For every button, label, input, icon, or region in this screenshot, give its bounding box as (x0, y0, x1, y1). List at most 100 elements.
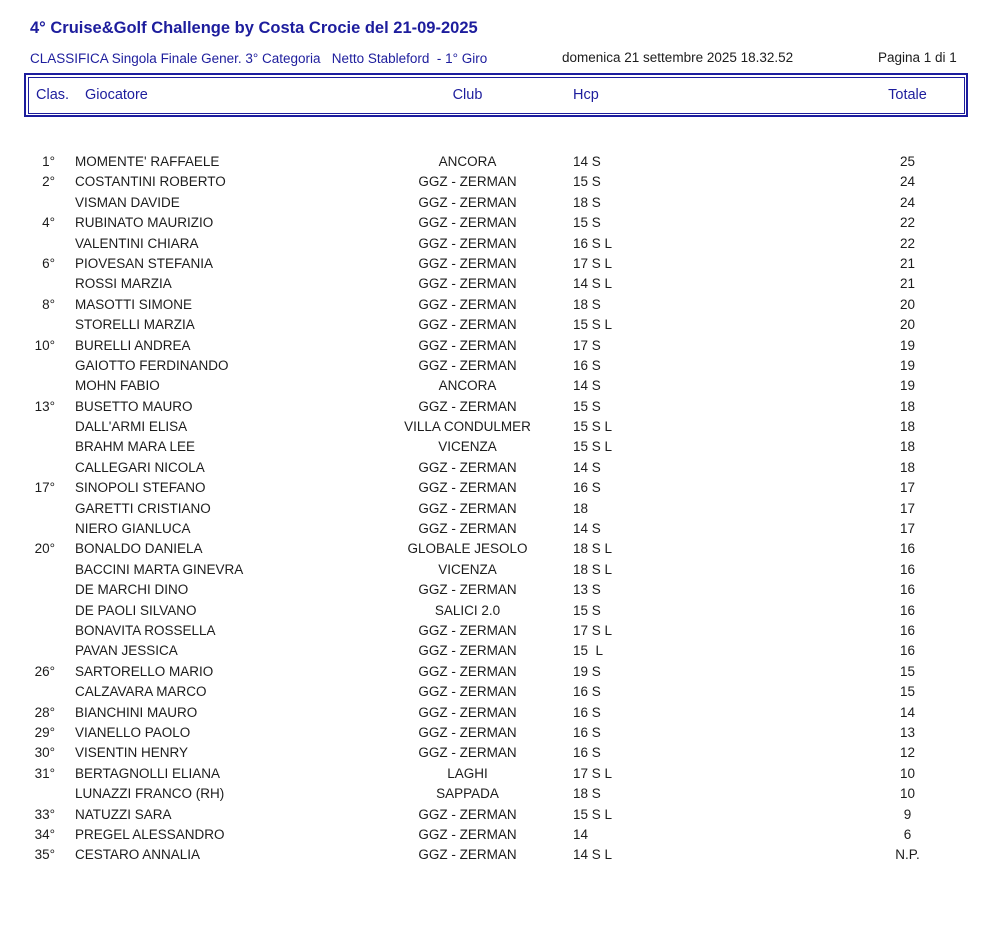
cell-total: 18 (899, 459, 916, 475)
cell-club: GGZ - ZERMAN (418, 724, 517, 740)
cell-player: MOHN FABIO (75, 378, 160, 394)
cell-total: 16 (899, 602, 916, 618)
table-row: 6° PIOVESAN STEFANIA GGZ - ZERMAN 17 S L… (0, 254, 1000, 274)
cell-player: PREGEL ALESSANDRO (75, 826, 225, 842)
cell-hcp: 15 S L (573, 439, 613, 455)
cell-total: 16 (899, 622, 916, 638)
cell-club: GGZ - ZERMAN (418, 745, 517, 761)
cell-club: GGZ - ZERMAN (418, 500, 517, 516)
cell-hcp: 18 (573, 500, 589, 516)
cell-club: ANCORA (438, 378, 497, 394)
cell-rank: 17° (34, 480, 55, 496)
table-row: 28° BIANCHINI MAURO GGZ - ZERMAN 16 S 14 (0, 703, 1000, 723)
cell-hcp: 16 S (573, 684, 601, 700)
cell-rank: 8° (42, 296, 55, 312)
cell-total: 19 (899, 357, 916, 373)
cell-player: NIERO GIANLUCA (75, 521, 191, 537)
cell-rank: 28° (34, 704, 55, 720)
cell-hcp: 16 S (573, 480, 601, 496)
column-header-clas: Clas. (36, 87, 70, 103)
table-row: CALZAVARA MARCO GGZ - ZERMAN 16 S 15 (0, 682, 1000, 702)
cell-club: GGZ - ZERMAN (418, 684, 517, 700)
cell-rank: 1° (42, 154, 55, 169)
cell-total: 24 (899, 174, 916, 190)
cell-player: LUNAZZI FRANCO (RH) (75, 786, 225, 802)
cell-total: 15 (899, 684, 916, 700)
cell-total: 15 (899, 663, 916, 679)
cell-total: 17 (899, 500, 916, 516)
cell-hcp: 19 S (573, 663, 601, 679)
cell-rank: 31° (34, 765, 55, 781)
cell-hcp: 15 S (573, 215, 601, 231)
cell-hcp: 18 S L (573, 541, 613, 557)
cell-hcp: 13 S (573, 582, 601, 598)
cell-total: 19 (899, 337, 916, 353)
cell-club: GGZ - ZERMAN (418, 826, 517, 842)
cell-hcp: 14 S L (573, 847, 613, 863)
cell-club: VILLA CONDULMER (404, 419, 531, 435)
cell-hcp: 14 (573, 826, 589, 842)
cell-total: 22 (899, 235, 916, 251)
cell-player: DALL'ARMI ELISA (75, 419, 188, 435)
report-title: 4° Cruise&Golf Challenge by Costa Crocie… (30, 19, 478, 37)
cell-total: 16 (899, 561, 916, 577)
cell-total: 19 (899, 378, 916, 394)
cell-player: VALENTINI CHIARA (75, 235, 199, 251)
column-header-totale: Totale (888, 87, 927, 103)
table-row: ROSSI MARZIA GGZ - ZERMAN 14 S L 21 (0, 274, 1000, 294)
cell-player: MOMENTE' RAFFAELE (75, 154, 220, 169)
cell-player: CALLEGARI NICOLA (75, 459, 205, 475)
cell-rank: 33° (34, 806, 55, 822)
cell-player: VIANELLO PAOLO (75, 724, 191, 740)
table-row: NIERO GIANLUCA GGZ - ZERMAN 14 S 17 (0, 519, 1000, 539)
table-header-box (24, 73, 968, 117)
cell-player: RUBINATO MAURIZIO (75, 215, 214, 231)
cell-total: 18 (899, 419, 916, 435)
cell-total: 10 (899, 765, 916, 781)
cell-player: BURELLI ANDREA (75, 337, 191, 353)
cell-total: 20 (899, 317, 916, 333)
cell-hcp: 15 S L (573, 317, 613, 333)
cell-club: GLOBALE JESOLO (407, 541, 528, 557)
cell-club: SAPPADA (436, 786, 499, 802)
cell-club: GGZ - ZERMAN (418, 643, 517, 659)
cell-player: GAIOTTO FERDINANDO (75, 357, 229, 373)
table-row: GAIOTTO FERDINANDO GGZ - ZERMAN 16 S 19 (0, 356, 1000, 376)
cell-club: SALICI 2.0 (434, 602, 501, 618)
cell-total: 13 (899, 724, 916, 740)
cell-player: BIANCHINI MAURO (75, 704, 198, 720)
cell-total: 10 (899, 786, 916, 802)
cell-player: PAVAN JESSICA (75, 643, 178, 659)
cell-total: 24 (899, 194, 916, 210)
cell-player: BONALDO DANIELA (75, 541, 203, 557)
cell-club: GGZ - ZERMAN (418, 398, 517, 414)
cell-club: GGZ - ZERMAN (418, 235, 517, 251)
column-header-giocatore: Giocatore (85, 87, 148, 103)
cell-hcp: 16 S (573, 724, 601, 740)
cell-club: GGZ - ZERMAN (418, 582, 517, 598)
cell-player: PIOVESAN STEFANIA (75, 255, 214, 271)
table-row: PAVAN JESSICA GGZ - ZERMAN 15 L 16 (0, 641, 1000, 661)
cell-rank: 6° (42, 255, 55, 271)
cell-hcp: 14 S (573, 459, 601, 475)
table-row: STORELLI MARZIA GGZ - ZERMAN 15 S L 20 (0, 315, 1000, 335)
cell-hcp: 15 S L (573, 419, 613, 435)
table-row: 29° VIANELLO PAOLO GGZ - ZERMAN 16 S 13 (0, 723, 1000, 743)
cell-player: DE PAOLI SILVANO (75, 602, 197, 618)
cell-rank: 13° (34, 398, 55, 414)
table-row: BONAVITA ROSSELLA GGZ - ZERMAN 17 S L 16 (0, 621, 1000, 641)
table-row: 2° COSTANTINI ROBERTO GGZ - ZERMAN 15 S … (0, 172, 1000, 192)
cell-club: GGZ - ZERMAN (418, 357, 517, 373)
cell-player: SINOPOLI STEFANO (75, 480, 206, 496)
cell-total: 20 (899, 296, 916, 312)
table-row: 35° CESTARO ANNALIA GGZ - ZERMAN 14 S L … (0, 845, 1000, 865)
cell-club: GGZ - ZERMAN (418, 663, 517, 679)
table-row: 33° NATUZZI SARA GGZ - ZERMAN 15 S L 9 (0, 805, 1000, 825)
cell-hcp: 15 S (573, 398, 601, 414)
table-row: 26° SARTORELLO MARIO GGZ - ZERMAN 19 S 1… (0, 662, 1000, 682)
cell-player: COSTANTINI ROBERTO (75, 174, 226, 190)
table-row: 30° VISENTIN HENRY GGZ - ZERMAN 16 S 12 (0, 743, 1000, 763)
table-row: 20° BONALDO DANIELA GLOBALE JESOLO 18 S … (0, 539, 1000, 559)
table-row: 13° BUSETTO MAURO GGZ - ZERMAN 15 S 18 (0, 397, 1000, 417)
cell-player: VISMAN DAVIDE (75, 194, 180, 210)
